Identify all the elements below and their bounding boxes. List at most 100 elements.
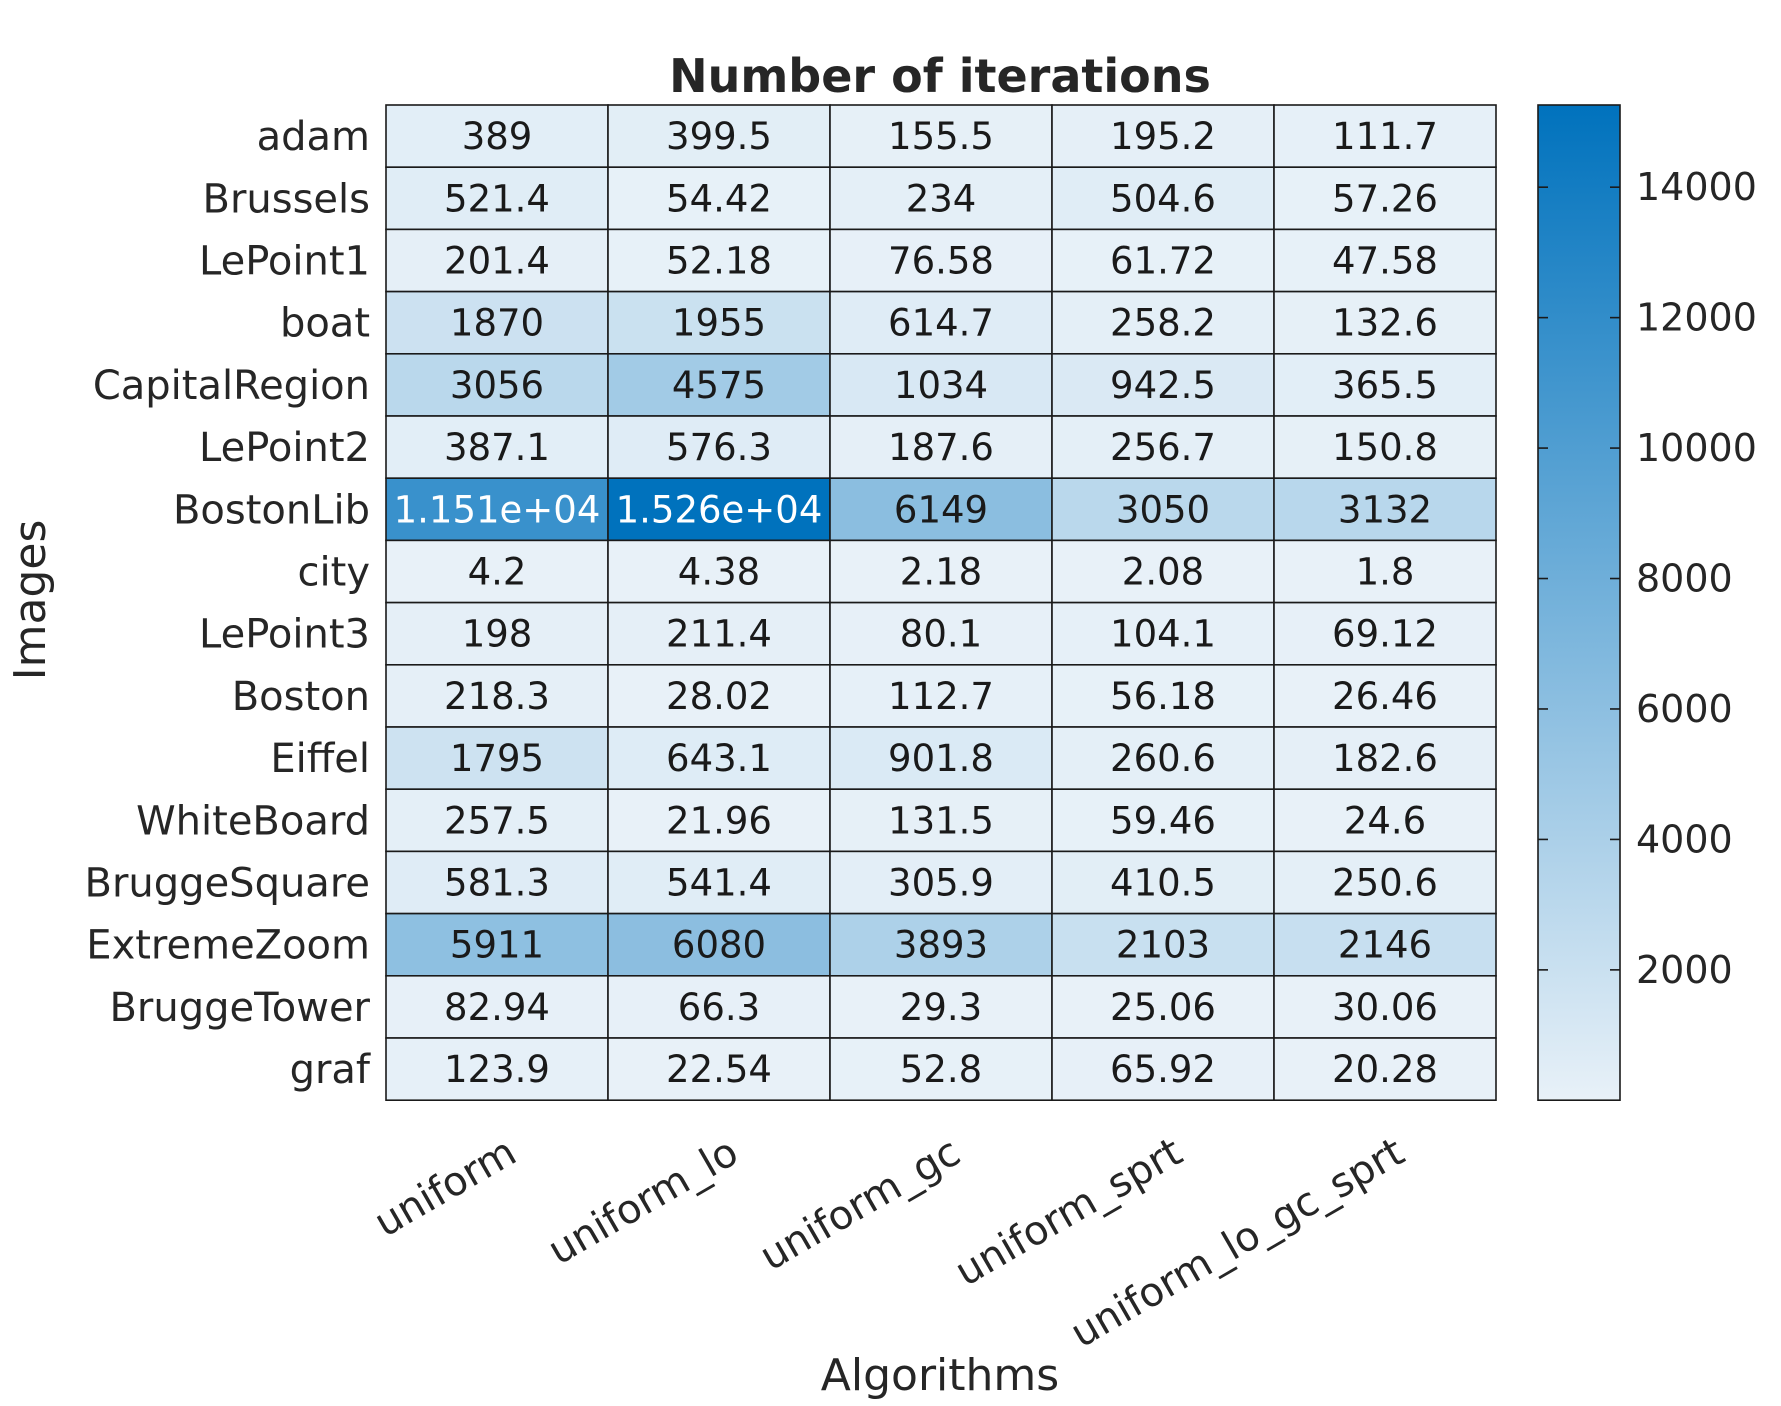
- cell-value-label: 1.526e+04: [616, 488, 823, 531]
- cell-value-label: 5911: [450, 924, 544, 967]
- heatmap-cell: [829, 352, 1053, 417]
- row-label: LePoint2: [199, 425, 370, 471]
- heatmap-cell: [1273, 352, 1497, 417]
- heatmap-cell: [607, 290, 831, 355]
- heatmap-cell: [607, 228, 831, 293]
- heatmap-cell: [1051, 415, 1275, 480]
- cell-value-label: 389: [462, 115, 533, 158]
- row-label: Eiffel: [270, 736, 370, 782]
- cell-value-label: 581.3: [444, 862, 550, 905]
- cell-value-label: 1.151e+04: [394, 488, 601, 531]
- heatmap-cell: [1051, 850, 1275, 915]
- cell-value-label: 131.5: [888, 799, 994, 842]
- heatmap-cell: [1051, 974, 1275, 1039]
- cell-value-label: 1870: [450, 302, 544, 345]
- heatmap-cell: [1273, 663, 1497, 728]
- heatmap-cell: [1051, 290, 1275, 355]
- heatmap-cell: [385, 850, 609, 915]
- cell-value-label: 61.72: [1110, 240, 1216, 283]
- cell-value-label: 250.6: [1332, 862, 1438, 905]
- heatmap-cell: [385, 663, 609, 728]
- heatmap-cell: [385, 166, 609, 231]
- cell-value-label: 69.12: [1332, 613, 1438, 656]
- heatmap-cell: [1273, 166, 1497, 231]
- cell-value-label: 2103: [1116, 924, 1210, 967]
- cell-value-label: 365.5: [1332, 364, 1438, 407]
- cell-value-label: 150.8: [1332, 426, 1438, 469]
- cell-value-label: 22.54: [666, 1048, 772, 1091]
- colorbar-tick-label: 2000: [1636, 948, 1733, 992]
- cell-value-label: 20.28: [1332, 1048, 1438, 1091]
- chart-title: Number of iterations: [669, 49, 1211, 103]
- cell-value-label: 260.6: [1110, 737, 1216, 780]
- heatmap-cell: [385, 726, 609, 791]
- cell-value-label: 26.46: [1332, 675, 1438, 718]
- row-label: BruggeTower: [109, 985, 370, 1031]
- cell-value-label: 59.46: [1110, 799, 1216, 842]
- cell-value-label: 132.6: [1332, 302, 1438, 345]
- cell-value-label: 195.2: [1110, 115, 1216, 158]
- row-label: LePoint3: [199, 612, 370, 658]
- cell-value-label: 257.5: [444, 799, 550, 842]
- heatmap-cell: [1273, 415, 1497, 480]
- cell-value-label: 387.1: [444, 426, 550, 469]
- cell-value-label: 82.94: [444, 986, 550, 1029]
- cell-value-label: 2146: [1338, 924, 1432, 967]
- row-label: ExtremeZoom: [86, 923, 370, 969]
- row-label: adam: [257, 114, 370, 160]
- cell-value-label: 6149: [894, 488, 988, 531]
- cell-value-label: 521.4: [444, 177, 550, 220]
- cell-value-label: 21.96: [666, 799, 772, 842]
- cell-value-label: 57.26: [1332, 177, 1438, 220]
- cell-value-label: 3893: [894, 924, 988, 967]
- column-label: uniform_gc: [752, 1129, 968, 1280]
- heatmap-cell: [385, 912, 609, 977]
- cell-value-label: 3132: [1338, 488, 1432, 531]
- cell-value-label: 541.4: [666, 862, 772, 905]
- cell-value-label: 4575: [672, 364, 766, 407]
- cell-value-label: 30.06: [1332, 986, 1438, 1029]
- cell-value-label: 28.02: [666, 675, 772, 718]
- heatmap-cell: [1273, 601, 1497, 666]
- colorbar-tick-label: 14000: [1636, 165, 1757, 209]
- colorbar-tick-label: 12000: [1636, 296, 1757, 340]
- cell-value-label: 504.6: [1110, 177, 1216, 220]
- row-label: Brussels: [203, 176, 370, 222]
- heatmap-cell: [1051, 726, 1275, 791]
- cell-value-label: 901.8: [888, 737, 994, 780]
- cell-value-label: 614.7: [888, 302, 994, 345]
- heatmap-cell: [1273, 1037, 1497, 1102]
- cell-value-label: 643.1: [666, 737, 772, 780]
- cell-value-label: 4.2: [468, 551, 527, 594]
- cell-value-label: 198: [462, 613, 533, 656]
- cell-value-label: 211.4: [666, 613, 772, 656]
- cell-value-label: 52.8: [900, 1048, 982, 1091]
- cell-value-label: 2.08: [1122, 551, 1204, 594]
- heatmap-cell: [829, 663, 1053, 728]
- cell-value-label: 234: [906, 177, 977, 220]
- cell-value-label: 1034: [894, 364, 988, 407]
- cell-value-label: 52.18: [666, 240, 772, 283]
- heatmap-cell: [607, 601, 831, 666]
- heatmap-cell: [1051, 228, 1275, 293]
- cell-value-label: 410.5: [1110, 862, 1216, 905]
- cell-value-label: 305.9: [888, 862, 994, 905]
- heatmap-cell: [829, 974, 1053, 1039]
- colorbar-tick-label: 8000: [1636, 557, 1733, 601]
- row-label: boat: [280, 301, 370, 347]
- cell-value-label: 576.3: [666, 426, 772, 469]
- row-label: BruggeSquare: [85, 861, 370, 907]
- x-axis-label: Algorithms: [821, 1350, 1059, 1401]
- heatmap-cell: [829, 601, 1053, 666]
- cell-value-label: 182.6: [1332, 737, 1438, 780]
- cell-value-label: 1795: [450, 737, 544, 780]
- cell-value-label: 112.7: [888, 675, 994, 718]
- heatmap-cell: [1273, 912, 1497, 977]
- heatmap-cell: [607, 974, 831, 1039]
- heatmap-cell: [385, 352, 609, 417]
- row-label: BostonLib: [173, 487, 370, 533]
- cell-value-label: 65.92: [1110, 1048, 1216, 1091]
- row-label: Boston: [232, 674, 370, 720]
- cell-value-label: 80.1: [900, 613, 982, 656]
